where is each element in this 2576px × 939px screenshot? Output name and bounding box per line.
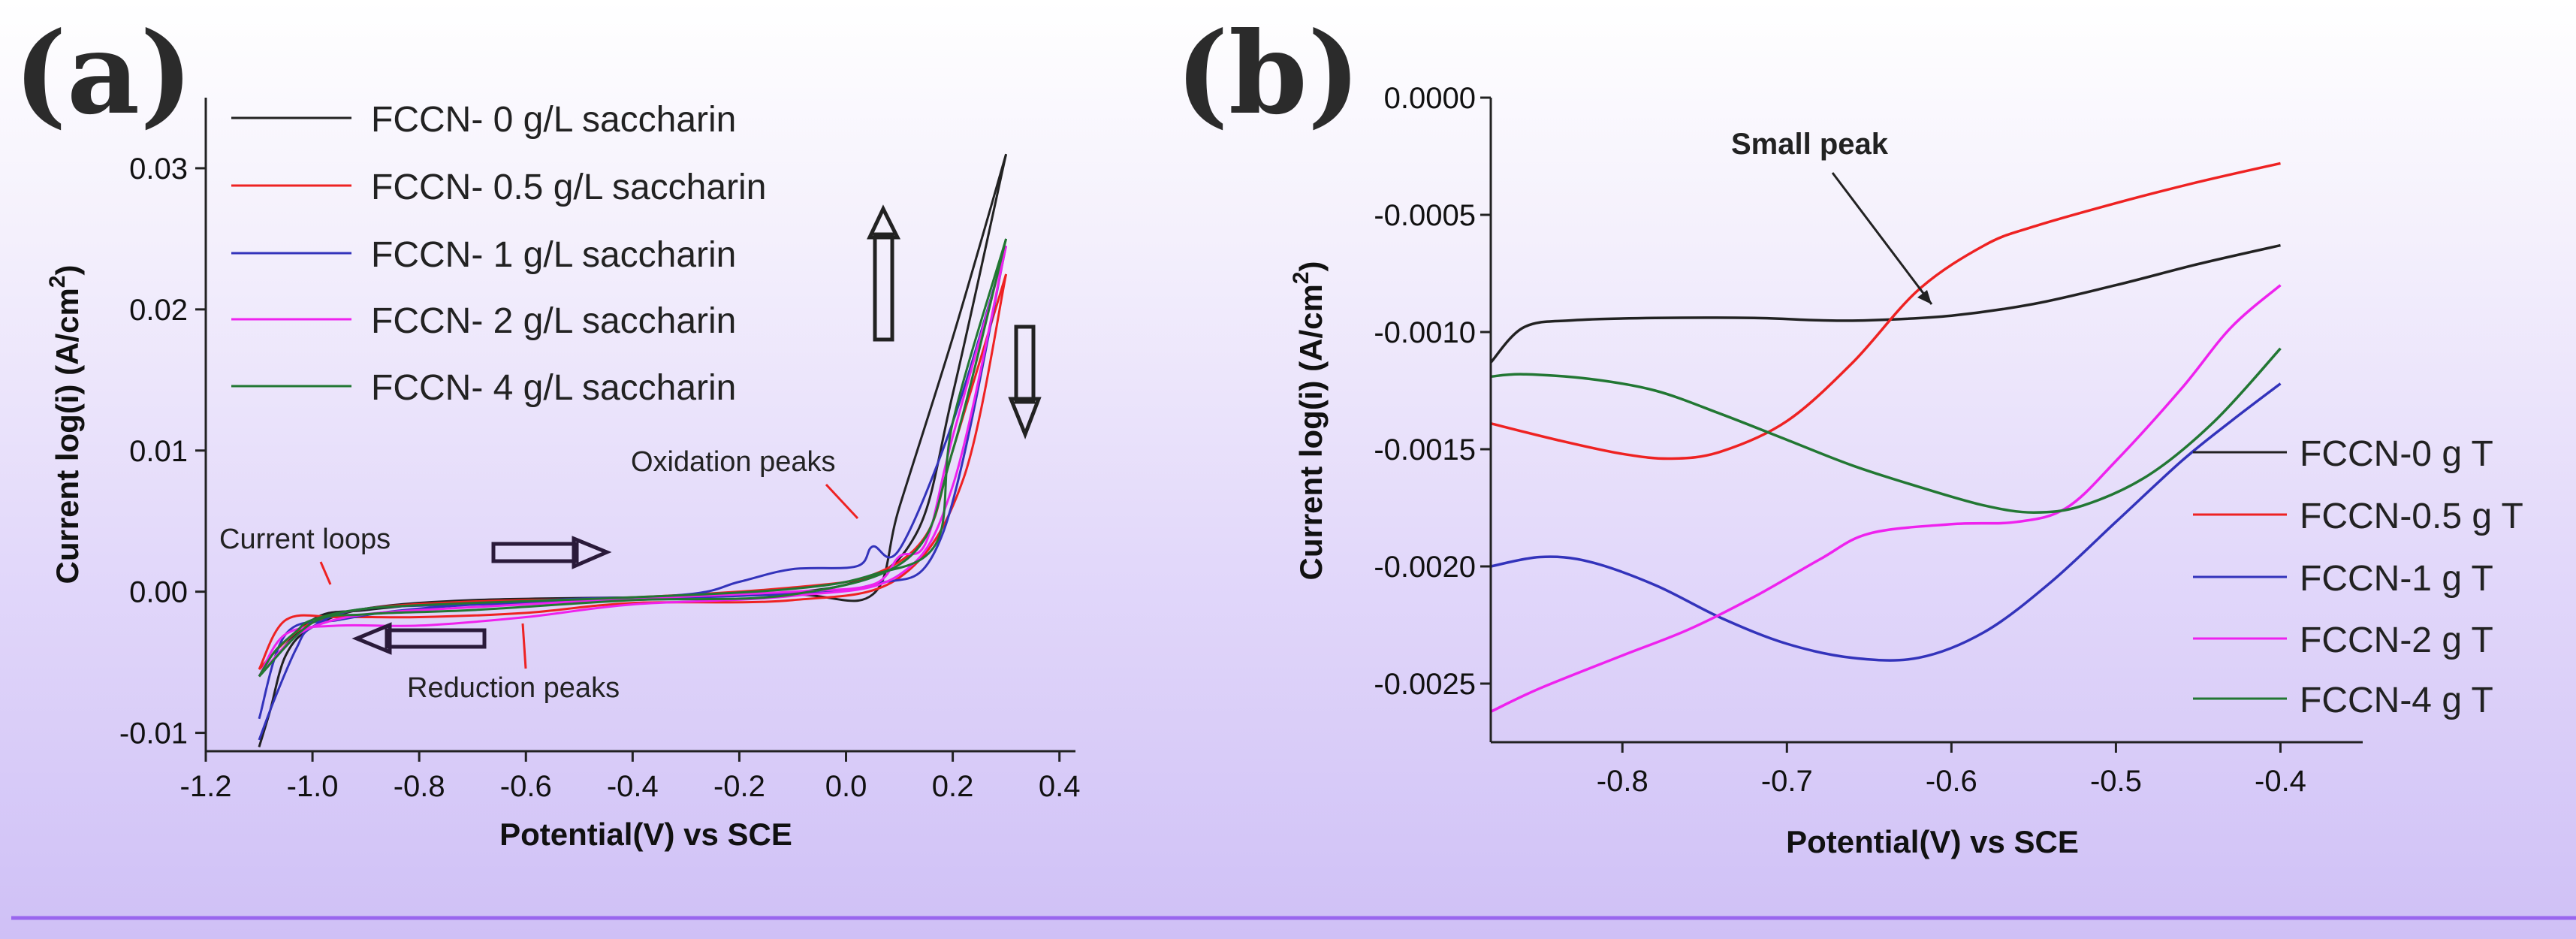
panel-b-series-1 — [1490, 162, 2281, 460]
panel-b-curves — [1489, 162, 2282, 713]
panel-b-legend-label-0: FCCN-0 g T — [2300, 434, 2493, 474]
panel-b-x-title: Potential(V) vs SCE — [1786, 824, 2079, 859]
panel-a-x-tick-label: 0.4 — [1039, 770, 1081, 803]
panel-b-legend-label-2: FCCN-1 g T — [2300, 559, 2493, 599]
panel-b-label: (b) — [1175, 8, 1361, 140]
scan-down-arrow-icon — [1008, 325, 1042, 439]
panel-a-x-ticks: -1.2 -1.0 -0.8 -0.6 -0.4 -0.2 0.0 0.2 0.4 — [180, 751, 1081, 803]
panel-b-y-tick-label: 0.0000 — [1384, 82, 1476, 115]
panel-b-y-title: Current log(i) (A/cm2) — [1289, 261, 1329, 580]
panel-a-legend-label-3: FCCN- 2 g/L saccharin — [371, 301, 736, 341]
panel-a-legend: FCCN- 0 g/L saccharin FCCN- 0.5 g/L sacc… — [231, 100, 766, 408]
panel-b-y-ticks: 0.0000 -0.0005 -0.0010 -0.0015 -0.0020 -0.002… — [1374, 82, 1491, 701]
panel-b-legend-label-1: FCCN-0.5 g T — [2300, 497, 2523, 536]
panel-b-legend-label-4: FCCN-4 g T — [2300, 681, 2493, 720]
panel-b-y-tick-label: -0.0015 — [1374, 433, 1476, 466]
panel-a-label: (a) — [14, 8, 193, 140]
panel-b-y-tick-label: -0.0025 — [1374, 668, 1476, 701]
panel-a-x-tick-label: -0.8 — [394, 770, 445, 803]
panel-a-x-tick-label: -1.2 — [180, 770, 232, 803]
panel-b-y-tick-label: -0.0005 — [1374, 199, 1476, 232]
panel-b-x-tick-label: -0.6 — [1926, 765, 1977, 798]
panel-a-y-title-main: Current log(i) (A/cm — [50, 288, 85, 584]
oxidation-peaks-pointer — [825, 483, 859, 520]
panel-a-y-tick-label: -0.01 — [119, 717, 188, 750]
panel-b-y-title-sup: 2 — [1289, 271, 1314, 284]
panel-a-x-title: Potential(V) vs SCE — [499, 817, 792, 852]
small-peak-label: Small peak — [1731, 128, 1889, 161]
reduction-peaks-pointer — [521, 623, 527, 669]
small-peak-pointer — [1831, 172, 1933, 305]
panel-a-series-1-reverse — [258, 273, 1008, 670]
panel-b-y-title-end: ) — [1293, 261, 1329, 271]
panel-a-legend-label-1: FCCN- 0.5 g/L saccharin — [371, 168, 766, 207]
small-peak-arrowhead-icon — [1917, 290, 1932, 304]
panel-a-x-tick-label: -0.4 — [607, 770, 659, 803]
panel-a-series-3-reverse — [258, 245, 1008, 678]
panel-a-curves — [258, 153, 1008, 747]
panel-b-series-3 — [1490, 284, 2282, 713]
panel-a-x-tick-label: 0.0 — [825, 770, 867, 803]
panel-b-x-ticks: -0.8 -0.7 -0.6 -0.5 -0.4 — [1597, 742, 2306, 798]
current-loops-pointer — [319, 561, 332, 585]
panel-a-y-tick-label: 0.02 — [129, 294, 188, 327]
panel-b-series-0 — [1489, 243, 2281, 364]
panel-a-x-tick-label: -0.2 — [713, 770, 765, 803]
panel-a-y-title: Current log(i) (A/cm2) — [45, 264, 85, 584]
panel-b: -0.8 -0.7 -0.6 -0.5 -0.4 0.0000 -0.0005 -0.001… — [1289, 82, 2523, 859]
panel-a-x-tick-label: 0.2 — [932, 770, 974, 803]
panel-b-legend: FCCN-0 g T FCCN-0.5 g T FCCN-1 g T FCCN-… — [2193, 434, 2523, 720]
panel-b-series-2 — [1490, 382, 2282, 662]
panel-b-y-tick-label: -0.0010 — [1374, 316, 1476, 349]
panel-b-x-tick-label: -0.8 — [1597, 765, 1648, 798]
scan-up-arrow-icon — [867, 204, 901, 342]
panel-a-x-tick-label: -1.0 — [287, 770, 339, 803]
panel-a-y-title-sup: 2 — [45, 275, 70, 288]
panel-a-series-4-reverse — [258, 238, 1008, 678]
panel-a: -1.2 -1.0 -0.8 -0.6 -0.4 -0.2 0.0 0.2 0.4 -0.01 0… — [45, 98, 1080, 852]
panel-a-series-2-forward — [258, 245, 1008, 741]
panel-b-x-tick-label: -0.5 — [2090, 765, 2142, 798]
oxidation-peaks-label: Oxidation peaks — [631, 446, 836, 478]
panel-a-legend-label-2: FCCN- 1 g/L saccharin — [371, 235, 736, 275]
panel-b-legend-label-3: FCCN-2 g T — [2300, 620, 2493, 660]
panel-a-y-ticks: -0.01 0.00 0.01 0.02 0.03 — [119, 152, 206, 750]
panel-b-series-4 — [1490, 347, 2282, 514]
panel-a-y-tick-label: 0.03 — [129, 152, 188, 186]
panel-a-y-tick-label: 0.01 — [129, 435, 188, 468]
panel-a-series-4-forward — [258, 238, 1008, 678]
scan-forward-arrow-icon — [491, 536, 612, 569]
scan-reverse-arrow-icon — [351, 622, 487, 655]
panel-a-x-tick-label: -0.6 — [500, 770, 552, 803]
reduction-peaks-label: Reduction peaks — [407, 672, 620, 704]
panel-a-legend-label-4: FCCN- 4 g/L saccharin — [371, 368, 736, 408]
panel-b-y-tick-label: -0.0020 — [1374, 551, 1476, 584]
panel-a-y-tick-label: 0.00 — [129, 576, 188, 609]
panel-b-x-tick-label: -0.4 — [2255, 765, 2306, 798]
panel-b-y-title-main: Current log(i) (A/cm — [1293, 284, 1329, 580]
current-loops-label: Current loops — [219, 524, 391, 555]
panel-a-series-3-forward — [258, 245, 1008, 678]
panel-a-legend-label-0: FCCN- 0 g/L saccharin — [371, 100, 736, 140]
panel-a-y-title-end: ) — [50, 264, 85, 275]
panel-b-x-tick-label: -0.7 — [1761, 765, 1813, 798]
